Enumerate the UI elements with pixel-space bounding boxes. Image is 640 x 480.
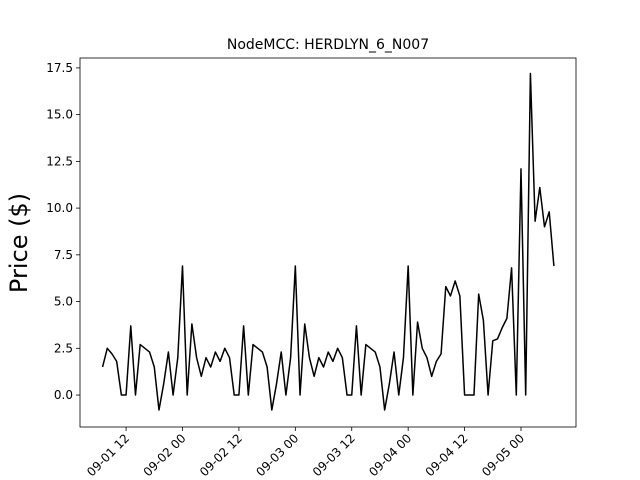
plot-frame <box>79 57 577 428</box>
y-tick-label: 5.0 <box>54 295 73 309</box>
price-line <box>101 72 555 411</box>
y-tick-label: 15.0 <box>46 108 73 122</box>
y-axis-label: Price ($) <box>5 193 33 293</box>
y-tick-label: 17.5 <box>46 61 73 75</box>
y-tick-label: 10.0 <box>46 201 73 215</box>
chart-title: NodeMCC: HERDLYN_6_N007 <box>227 37 429 53</box>
y-tick-label: 7.5 <box>54 248 73 262</box>
y-tick-label: 12.5 <box>46 154 73 168</box>
y-tick-label: 2.5 <box>54 341 73 355</box>
y-tick-label: 0.0 <box>54 388 73 402</box>
